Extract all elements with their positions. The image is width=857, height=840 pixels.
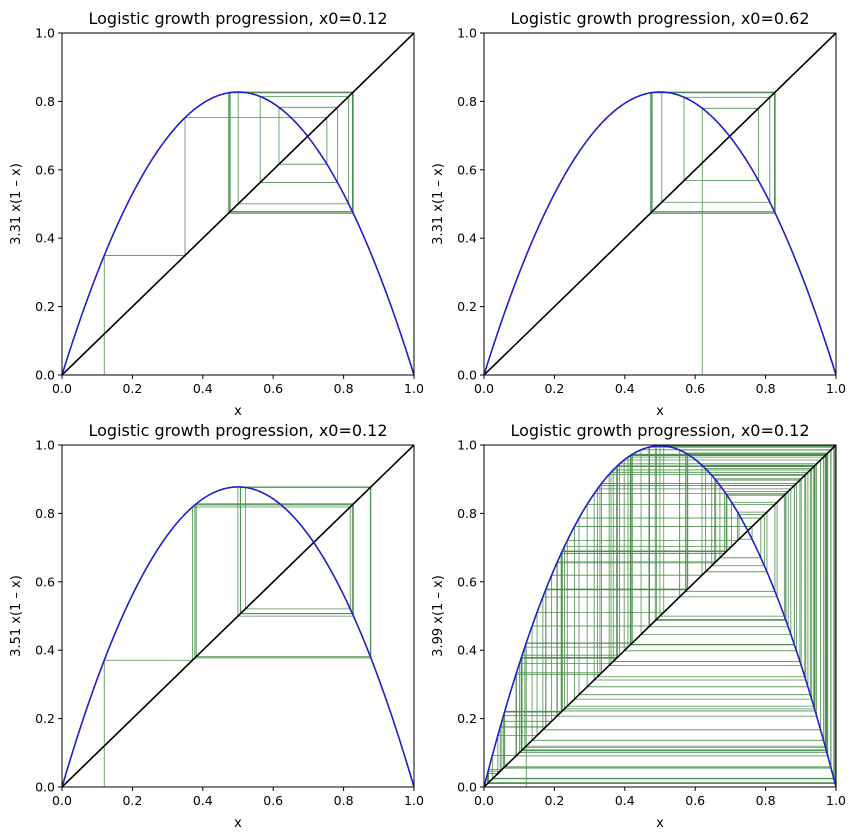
x-tick-label: 0.8 bbox=[334, 793, 354, 808]
panel-top-left: 0.0 0.2 0.4 0.6 0.8 1.0 0.0 0.2 0.4 0.6 0.8 1.0 Logi… bbox=[9, 9, 424, 419]
x-tick-label: 0.4 bbox=[615, 381, 635, 396]
chart-title: Logistic growth progression, x0=0.12 bbox=[88, 421, 387, 440]
x-tick-label: 0.6 bbox=[263, 793, 283, 808]
y-tick-label: 1.0 bbox=[35, 438, 55, 453]
x-tick-label: 0.8 bbox=[334, 381, 354, 396]
y-tick-label: 0.6 bbox=[35, 162, 55, 177]
y-axis-label: 3.31 x(1 – x) bbox=[431, 163, 446, 245]
cobweb-path bbox=[103, 486, 372, 787]
chart-title: Logistic growth progression, x0=0.62 bbox=[510, 9, 809, 28]
panel-bottom-right: 0.0 0.2 0.4 0.6 0.8 1.0 0.0 0.2 0.4 0.6 0.8 1.0 Logi… bbox=[431, 421, 846, 831]
plot-area bbox=[484, 445, 836, 787]
x-tick-label: 1.0 bbox=[826, 793, 846, 808]
y-tick-label: 0.6 bbox=[457, 574, 477, 589]
y-axis-label: 3.51 x(1 – x) bbox=[9, 575, 24, 657]
y-axis-label: 3.31 x(1 – x) bbox=[9, 163, 24, 245]
diagonal-line bbox=[484, 33, 836, 375]
x-tick-label: 0.8 bbox=[756, 793, 776, 808]
x-axis-label: x bbox=[234, 404, 242, 419]
plot-area bbox=[484, 33, 836, 375]
x-tick-label: 1.0 bbox=[826, 381, 846, 396]
x-tick-label: 1.0 bbox=[404, 381, 424, 396]
axes-frame bbox=[61, 444, 415, 788]
x-tick-label: 0.0 bbox=[52, 793, 72, 808]
y-tick-label: 0.2 bbox=[35, 711, 55, 726]
x-tick-label: 0.0 bbox=[52, 381, 72, 396]
x-tick-label: 0.4 bbox=[615, 793, 635, 808]
x-tick-label: 0.6 bbox=[685, 381, 705, 396]
y-tick-label: 1.0 bbox=[457, 438, 477, 453]
cobweb-path bbox=[103, 91, 354, 375]
cobweb-path bbox=[649, 91, 776, 375]
y-tick-label: 0.2 bbox=[457, 711, 477, 726]
x-tick-label: 0.0 bbox=[474, 793, 494, 808]
x-tick-label: 0.2 bbox=[122, 793, 142, 808]
y-tick-label: 0.8 bbox=[457, 506, 477, 521]
logistic-curve bbox=[484, 91, 836, 375]
y-tick-label: 0.2 bbox=[35, 299, 55, 314]
y-tick-label: 0.6 bbox=[35, 574, 55, 589]
logistic-curve bbox=[62, 486, 414, 787]
plot-area bbox=[62, 33, 414, 375]
y-tick-label: 0.6 bbox=[457, 162, 477, 177]
x-tick-label: 0.2 bbox=[122, 381, 142, 396]
y-tick-label: 0.0 bbox=[457, 368, 477, 383]
y-tick-label: 0.8 bbox=[35, 94, 55, 109]
axes-frame bbox=[483, 32, 837, 376]
x-axis-label: x bbox=[656, 816, 664, 831]
logistic-curve bbox=[62, 91, 414, 375]
x-axis-label: x bbox=[234, 816, 242, 831]
axes-frame bbox=[61, 32, 415, 376]
x-tick-label: 0.2 bbox=[544, 793, 564, 808]
y-tick-label: 0.0 bbox=[35, 368, 55, 383]
y-tick-label: 0.4 bbox=[457, 231, 477, 246]
x-tick-label: 0.4 bbox=[193, 381, 213, 396]
y-tick-label: 0.4 bbox=[35, 643, 55, 658]
x-tick-label: 0.0 bbox=[474, 381, 494, 396]
diagonal-line bbox=[484, 445, 836, 787]
y-tick-label: 0.0 bbox=[457, 780, 477, 795]
y-tick-label: 0.4 bbox=[457, 643, 477, 658]
x-axis-label: x bbox=[656, 404, 664, 419]
x-tick-label: 0.6 bbox=[263, 381, 283, 396]
x-tick-label: 1.0 bbox=[404, 793, 424, 808]
y-tick-label: 0.0 bbox=[35, 780, 55, 795]
diagonal-line bbox=[62, 33, 414, 375]
panel-bottom-left: 0.0 0.2 0.4 0.6 0.8 1.0 0.0 0.2 0.4 0.6 0.8 1.0 Logi… bbox=[9, 421, 424, 831]
y-tick-label: 0.4 bbox=[35, 231, 55, 246]
y-axis-label: 3.99 x(1 – x) bbox=[431, 575, 446, 657]
panel-top-right: 0.0 0.2 0.4 0.6 0.8 1.0 0.0 0.2 0.4 0.6 0.8 1.0 Logi… bbox=[431, 9, 846, 419]
x-tick-label: 0.6 bbox=[685, 793, 705, 808]
y-tick-label: 1.0 bbox=[457, 26, 477, 41]
x-tick-label: 0.8 bbox=[756, 381, 776, 396]
chart-title: Logistic growth progression, x0=0.12 bbox=[510, 421, 809, 440]
y-tick-label: 1.0 bbox=[35, 26, 55, 41]
y-tick-label: 0.8 bbox=[457, 94, 477, 109]
x-tick-label: 0.2 bbox=[544, 381, 564, 396]
x-tick-label: 0.4 bbox=[193, 793, 213, 808]
logistic-curve bbox=[484, 445, 836, 787]
axes-frame bbox=[483, 444, 837, 788]
y-tick-label: 0.8 bbox=[35, 506, 55, 521]
diagonal-line bbox=[62, 445, 414, 787]
chart-title: Logistic growth progression, x0=0.12 bbox=[88, 9, 387, 28]
plot-area bbox=[62, 445, 414, 787]
y-tick-label: 0.2 bbox=[457, 299, 477, 314]
